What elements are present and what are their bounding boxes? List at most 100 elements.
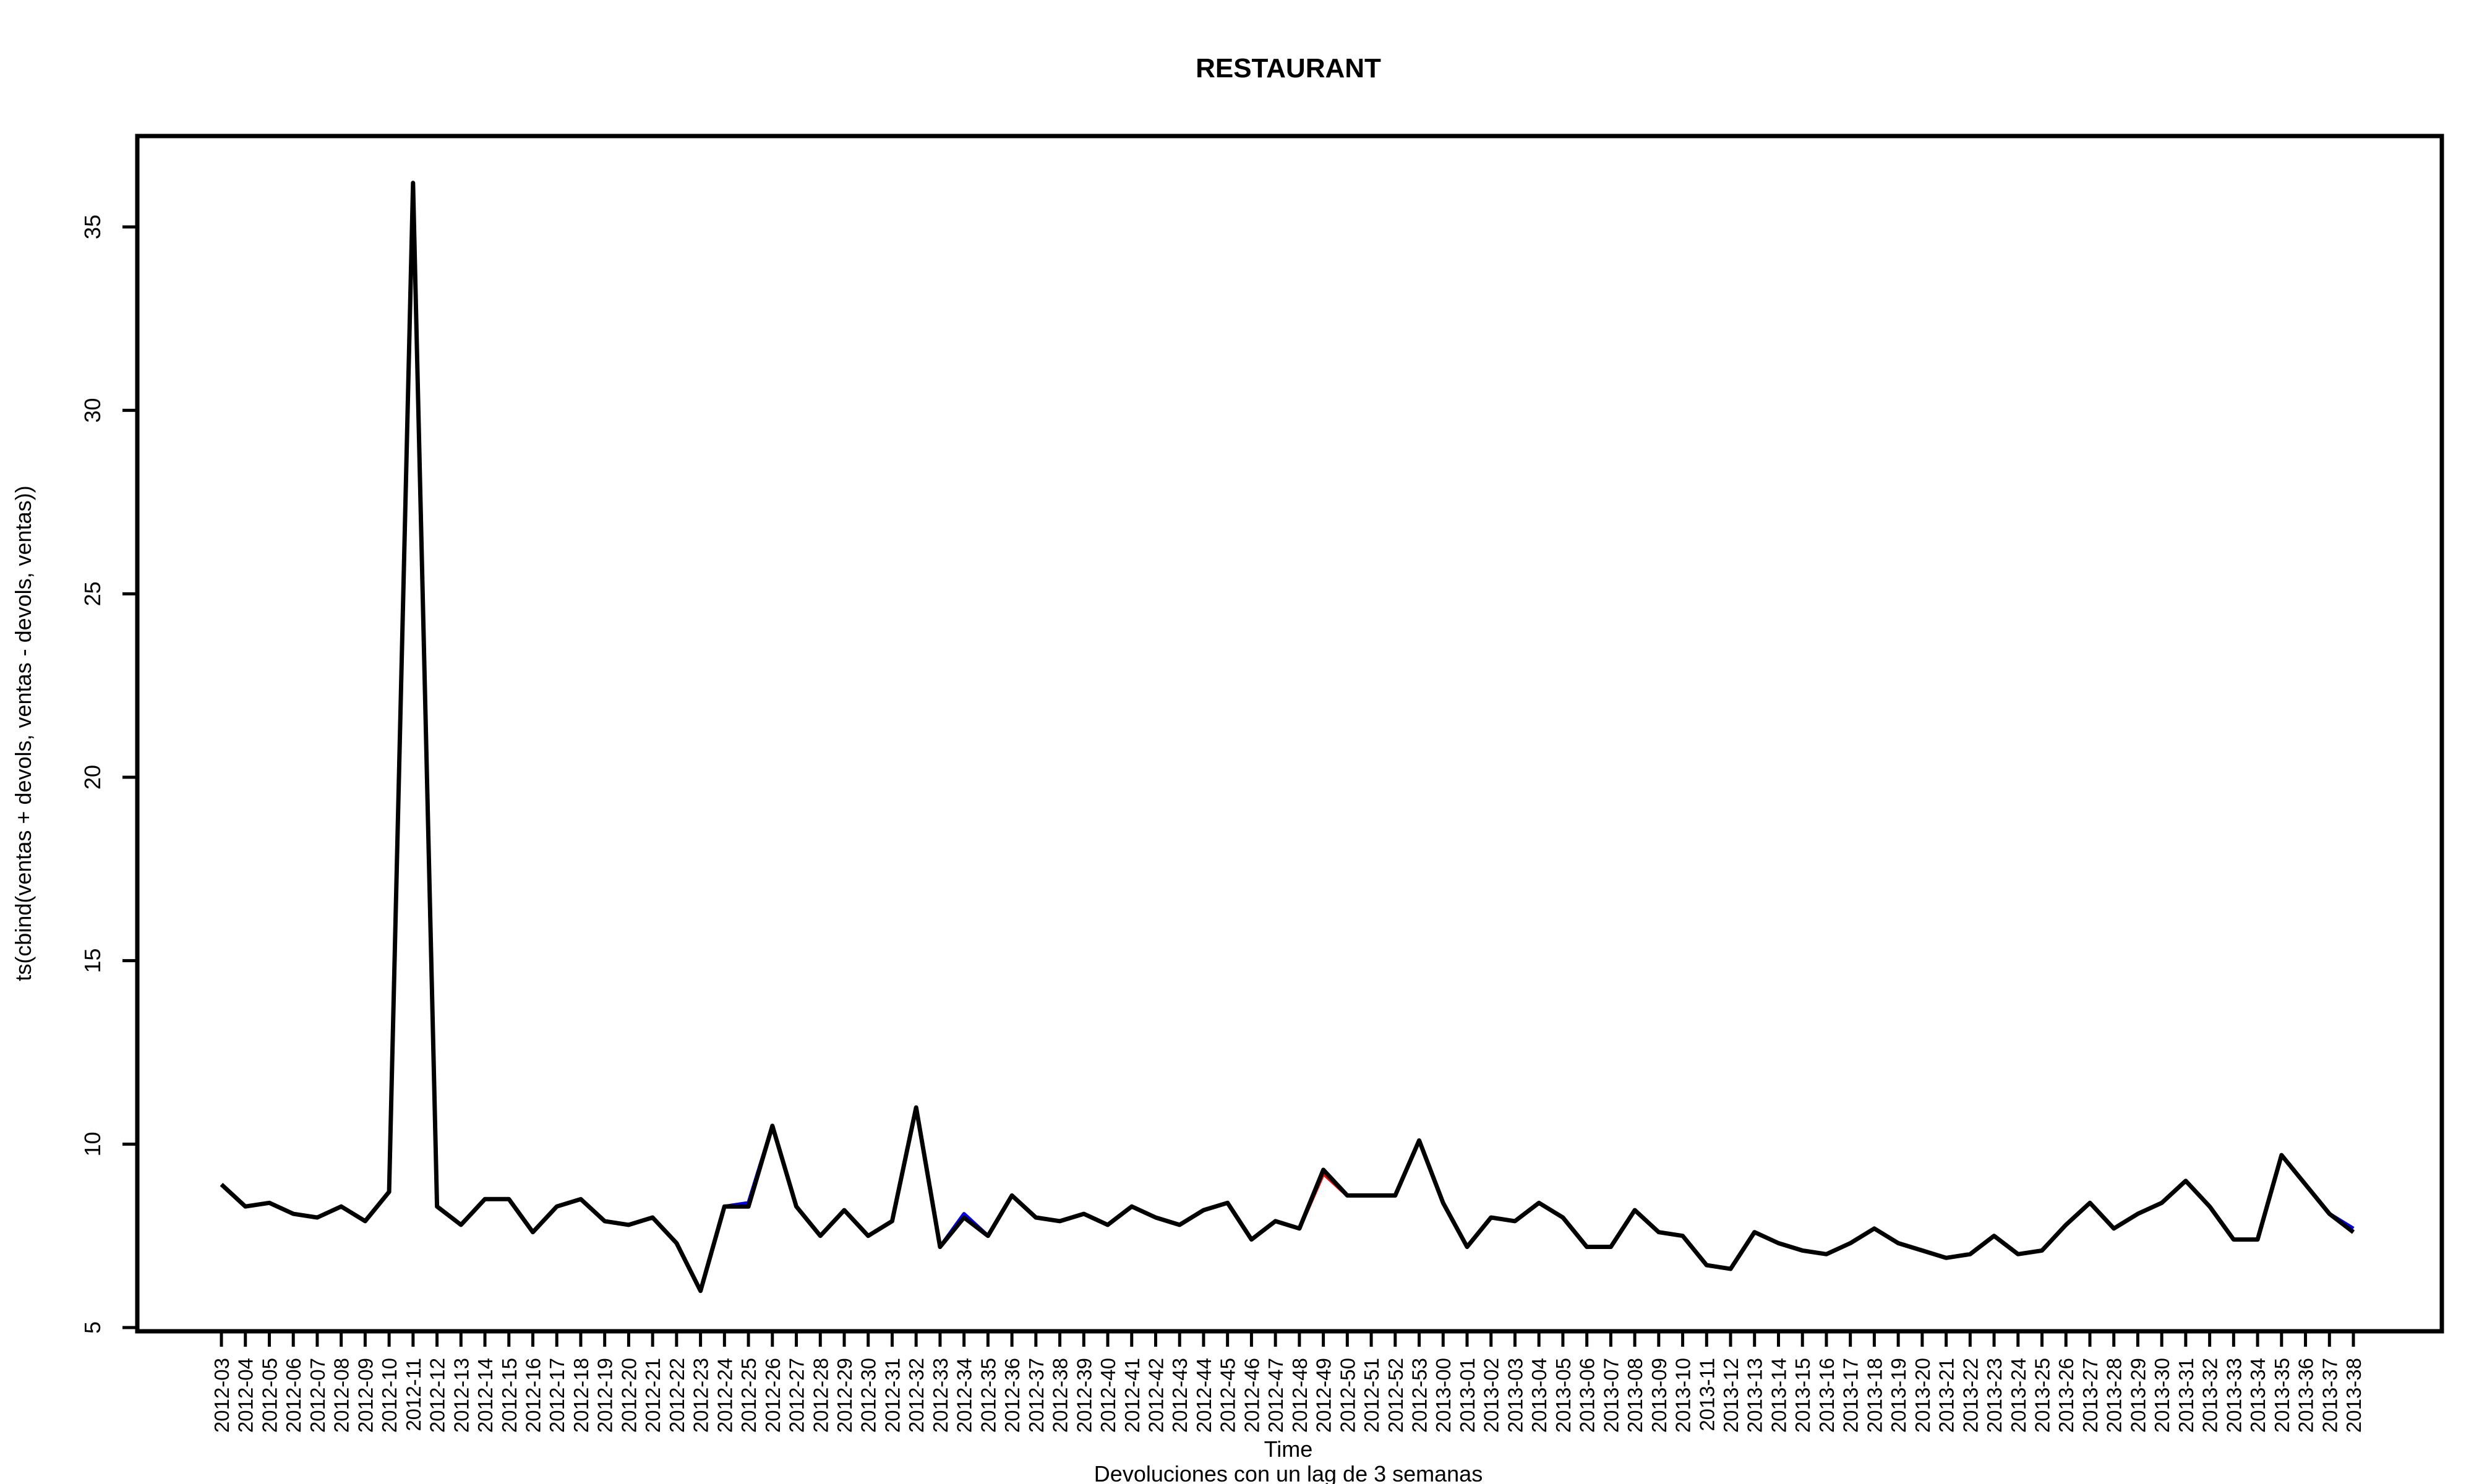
x-tick-label: 2012-10 xyxy=(378,1358,401,1433)
x-tick-label: 2013-26 xyxy=(2055,1358,2078,1433)
x-tick-label: 2012-35 xyxy=(977,1358,999,1433)
x-tick-label: 2012-47 xyxy=(1264,1358,1287,1433)
x-tick-label: 2013-28 xyxy=(2103,1358,2126,1433)
x-tick-label: 2012-40 xyxy=(1097,1358,1119,1433)
y-tick-label: 30 xyxy=(80,398,105,423)
x-tick-label: 2012-29 xyxy=(833,1358,856,1433)
chart-title: RESTAURANT xyxy=(1196,53,1381,83)
x-tick-label: 2012-11 xyxy=(402,1358,425,1431)
x-tick-label: 2013-35 xyxy=(2271,1358,2293,1433)
x-tick-label: 2012-28 xyxy=(809,1358,832,1433)
x-tick-label: 2012-43 xyxy=(1168,1358,1191,1433)
x-tick-label: 2012-14 xyxy=(474,1358,497,1433)
x-tick-label: 2012-42 xyxy=(1145,1358,1168,1433)
y-tick-label: 35 xyxy=(80,215,105,239)
x-tick-label: 2013-11 xyxy=(1695,1358,1718,1431)
x-tick-label: 2013-16 xyxy=(1815,1358,1838,1433)
x-tick-label: 2012-32 xyxy=(905,1358,928,1433)
x-tick-label: 2013-31 xyxy=(2175,1358,2198,1433)
x-tick-label: 2013-06 xyxy=(1576,1358,1599,1433)
x-tick-label: 2012-49 xyxy=(1312,1358,1335,1433)
x-tick-label: 2012-12 xyxy=(426,1358,449,1433)
x-tick-label: 2013-21 xyxy=(1935,1358,1958,1433)
x-tick-label: 2013-05 xyxy=(1552,1358,1575,1433)
x-tick-label: 2013-04 xyxy=(1528,1358,1551,1433)
x-tick-label: 2013-19 xyxy=(1887,1358,1910,1433)
x-tick-label: 2013-09 xyxy=(1648,1358,1671,1433)
x-tick-label: 2012-23 xyxy=(690,1358,713,1433)
x-tick-label: 2012-09 xyxy=(354,1358,377,1433)
x-tick-label: 2012-48 xyxy=(1288,1358,1311,1433)
x-tick-label: 2012-19 xyxy=(594,1358,617,1433)
x-tick-label: 2013-13 xyxy=(1744,1358,1766,1433)
plot-frame xyxy=(135,134,2444,1334)
x-axis: 2012-03 2012-04 2012-05 2012-06 2012-07 2012-… xyxy=(210,1329,2365,1433)
y-axis-label: ts(cbind(ventas + devols, ventas - devol… xyxy=(11,485,36,981)
x-tick-label: 2012-18 xyxy=(570,1358,593,1433)
series-line-3 xyxy=(220,181,2355,1294)
x-tick-label: 2013-15 xyxy=(1791,1358,1814,1433)
chart-subtitle: Devoluciones con un lag de 3 semanas xyxy=(1094,1461,1483,1484)
x-axis-label: Time xyxy=(1264,1436,1313,1462)
x-tick-label: 2013-30 xyxy=(2151,1358,2173,1433)
x-tick-label: 2013-29 xyxy=(2126,1358,2149,1433)
x-tick-label: 2013-33 xyxy=(2222,1358,2245,1433)
x-tick-label: 2013-18 xyxy=(1863,1358,1886,1433)
x-tick-label: 2013-38 xyxy=(2342,1358,2365,1433)
x-tick-label: 2012-07 xyxy=(306,1358,329,1433)
x-tick-label: 2012-31 xyxy=(881,1358,904,1433)
x-tick-label: 2013-10 xyxy=(1672,1358,1695,1433)
x-tick-label: 2013-07 xyxy=(1599,1358,1622,1433)
x-tick-label: 2013-17 xyxy=(1839,1358,1862,1433)
x-tick-label: 2012-22 xyxy=(666,1358,688,1433)
x-tick-label: 2013-22 xyxy=(1959,1358,1982,1433)
x-tick-label: 2013-32 xyxy=(2199,1358,2222,1433)
x-tick-label: 2012-15 xyxy=(498,1358,521,1433)
x-tick-label: 2013-27 xyxy=(2079,1358,2102,1433)
x-tick-label: 2012-06 xyxy=(282,1358,305,1433)
series-layer xyxy=(220,181,2355,1294)
x-tick-label: 2012-34 xyxy=(953,1358,976,1433)
x-tick-label: 2012-04 xyxy=(234,1358,257,1433)
x-tick-label: 2013-37 xyxy=(2318,1358,2341,1433)
y-tick-label: 15 xyxy=(80,949,105,973)
y-tick-label: 20 xyxy=(80,765,105,790)
x-tick-label: 2012-16 xyxy=(522,1358,545,1433)
x-tick-label: 2012-30 xyxy=(857,1358,880,1433)
x-tick-label: 2013-08 xyxy=(1624,1358,1646,1433)
x-tick-label: 2013-00 xyxy=(1432,1358,1455,1433)
x-tick-label: 2012-53 xyxy=(1408,1358,1431,1433)
x-tick-label: 2013-02 xyxy=(1480,1358,1503,1433)
x-tick-label: 2013-25 xyxy=(2031,1358,2054,1433)
x-tick-label: 2012-46 xyxy=(1240,1358,1263,1433)
x-tick-label: 2012-27 xyxy=(785,1358,808,1433)
x-tick-label: 2012-13 xyxy=(450,1358,473,1433)
x-tick-label: 2012-25 xyxy=(737,1358,760,1433)
x-tick-label: 2013-34 xyxy=(2246,1358,2269,1433)
series-line-2 xyxy=(220,181,2355,1293)
x-tick-label: 2012-52 xyxy=(1384,1358,1407,1433)
x-tick-label: 2013-20 xyxy=(1911,1358,1934,1433)
y-tick-label: 5 xyxy=(80,1321,105,1334)
x-tick-label: 2012-44 xyxy=(1192,1358,1215,1433)
x-tick-label: 2013-12 xyxy=(1719,1358,1742,1433)
x-tick-label: 2012-17 xyxy=(546,1358,568,1433)
x-tick-label: 2012-50 xyxy=(1336,1358,1359,1433)
x-tick-label: 2012-24 xyxy=(713,1358,736,1433)
series-line-1 xyxy=(220,181,2355,1293)
x-tick-label: 2012-36 xyxy=(1001,1358,1024,1433)
x-tick-label: 2012-33 xyxy=(929,1358,952,1433)
x-tick-label: 2012-51 xyxy=(1360,1358,1383,1433)
x-tick-label: 2012-05 xyxy=(259,1358,281,1433)
x-tick-label: 2012-45 xyxy=(1217,1358,1239,1433)
y-tick-label: 25 xyxy=(80,581,105,606)
x-tick-label: 2012-03 xyxy=(210,1358,233,1433)
x-tick-label: 2013-03 xyxy=(1504,1358,1526,1433)
x-tick-label: 2012-08 xyxy=(330,1358,353,1433)
x-tick-label: 2012-21 xyxy=(641,1358,664,1433)
x-tick-label: 2013-24 xyxy=(2007,1358,2030,1433)
y-axis: 5 10 15 20 25 30 35 xyxy=(80,215,139,1334)
x-tick-label: 2012-20 xyxy=(617,1358,640,1433)
x-tick-label: 2012-39 xyxy=(1072,1358,1095,1433)
